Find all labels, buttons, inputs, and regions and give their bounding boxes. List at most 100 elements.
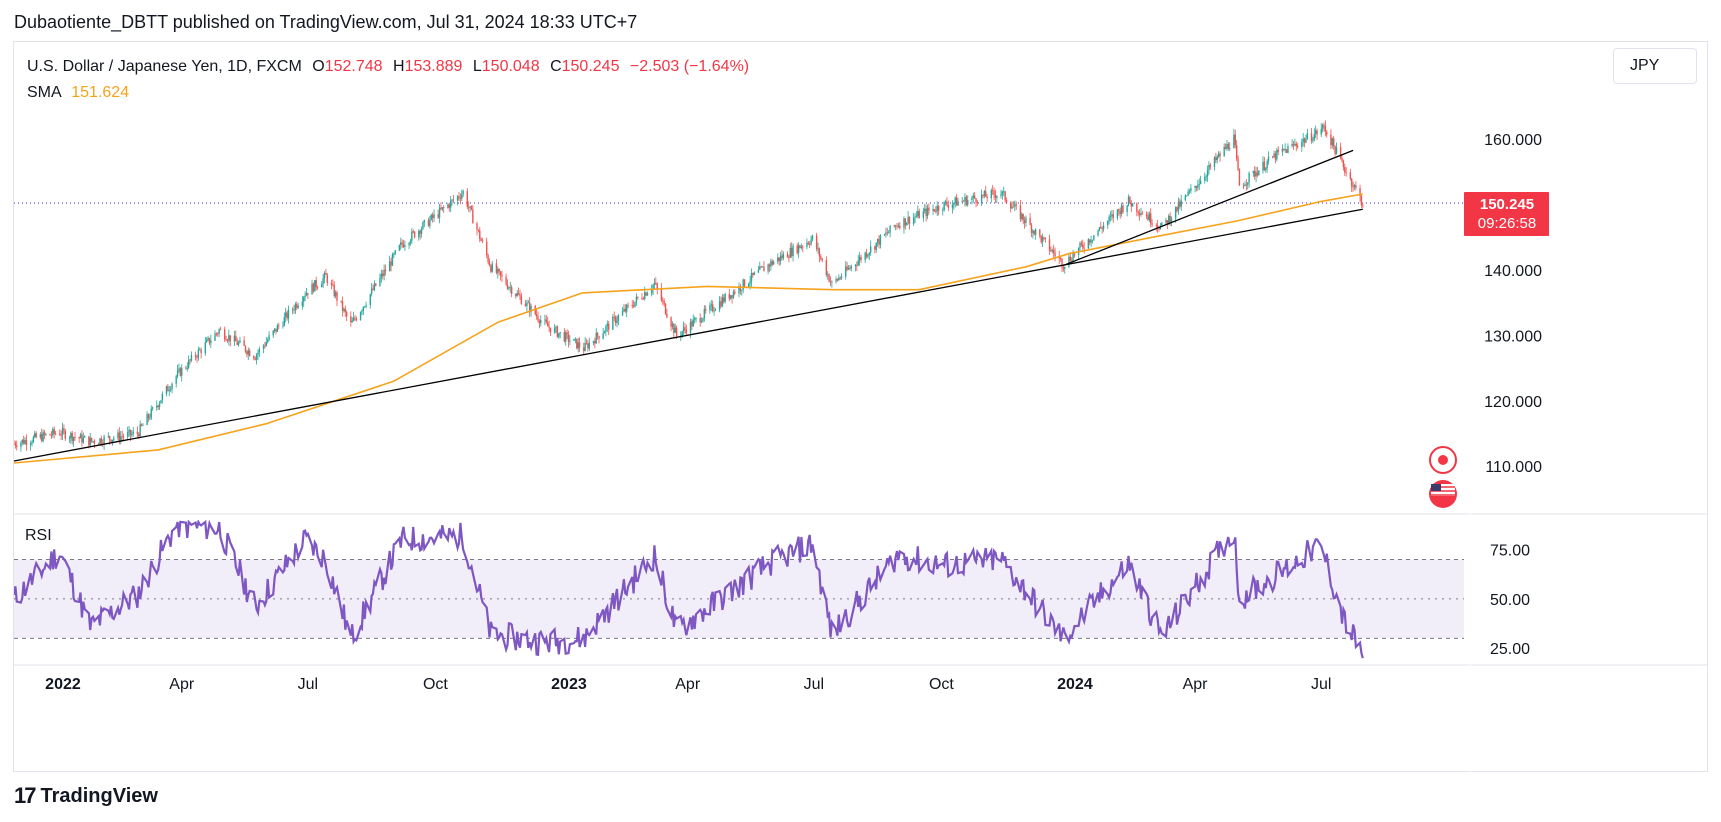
- candle-body: [393, 254, 395, 255]
- candle-body: [1334, 146, 1336, 155]
- candle-body: [53, 429, 55, 434]
- candle-body: [1010, 202, 1012, 209]
- candle-body: [605, 326, 607, 332]
- candle-body: [379, 277, 381, 286]
- candle-body: [673, 324, 675, 333]
- candle-body: [660, 288, 663, 301]
- candle-body: [1168, 215, 1170, 225]
- candle-body: [752, 272, 754, 275]
- candle-body: [994, 194, 997, 198]
- candle-body: [63, 428, 65, 431]
- candle-body: [1248, 172, 1250, 183]
- time-tick-label: Apr: [1183, 676, 1209, 693]
- candle-body: [505, 276, 507, 285]
- candle-body: [246, 351, 248, 355]
- candle-body: [926, 207, 929, 217]
- candle-body: [1101, 228, 1103, 229]
- candle-body: [14, 443, 17, 446]
- candle-body: [330, 283, 333, 285]
- candle-body: [942, 209, 944, 211]
- candle-body: [1314, 130, 1317, 135]
- candle-body: [1360, 195, 1363, 205]
- candle-body: [205, 339, 208, 343]
- candle-body: [296, 304, 298, 308]
- candle-body: [343, 308, 345, 311]
- candle-body: [632, 305, 635, 307]
- symbol-label[interactable]: U.S. Dollar / Japanese Yen, 1D, FXCM: [27, 58, 302, 75]
- candles-layer: [14, 120, 1364, 452]
- candle-body: [1059, 258, 1062, 260]
- candle-body: [93, 441, 96, 444]
- candle-body: [160, 400, 162, 404]
- candle-body: [1339, 147, 1342, 159]
- currency-button[interactable]: JPY: [1613, 48, 1697, 84]
- candle-body: [121, 436, 123, 438]
- candle-body: [947, 205, 950, 208]
- candle-body: [71, 433, 73, 442]
- time-axis[interactable]: 2022 Apr Jul Oct 2023 Apr Jul Oct 2024 Apr Jul: [45, 676, 1331, 693]
- candle-body: [854, 264, 857, 267]
- candle-body: [401, 242, 403, 245]
- sma-label[interactable]: SMA: [27, 84, 61, 101]
- candle-body: [437, 214, 439, 218]
- candle-body: [897, 225, 900, 227]
- candle-body: [732, 291, 735, 298]
- candle-body: [797, 245, 800, 253]
- candle-body: [1112, 214, 1114, 218]
- candle-body: [635, 296, 638, 302]
- candle-body: [487, 255, 489, 263]
- candle-body: [438, 207, 441, 218]
- candle-body: [64, 430, 66, 439]
- price-axis[interactable]: 160.000 140.000 130.000 120.000 110.000: [1484, 132, 1542, 476]
- candle-body: [772, 261, 775, 265]
- candle-body: [168, 390, 170, 392]
- candle-body: [244, 345, 247, 352]
- candle-body: [860, 256, 862, 260]
- candle-body: [537, 316, 539, 321]
- candle-body: [1054, 253, 1056, 257]
- candle-body: [767, 264, 769, 272]
- candle-body: [718, 301, 721, 310]
- candle-body: [510, 287, 513, 294]
- candle-body: [781, 255, 783, 259]
- candle-body: [874, 246, 876, 250]
- candle-body: [850, 266, 852, 269]
- candle-body: [1283, 148, 1285, 150]
- candle-body: [664, 303, 667, 315]
- candle-body: [419, 230, 421, 234]
- candle-body: [165, 386, 168, 395]
- candle-body: [420, 228, 423, 234]
- candle-body: [652, 284, 654, 290]
- candle-body: [1195, 186, 1198, 188]
- candle-body: [495, 263, 498, 273]
- alert-icon[interactable]: [1429, 446, 1457, 474]
- trendline-long[interactable]: [13, 208, 1363, 462]
- trendline-short[interactable]: [1063, 149, 1354, 267]
- candle-body: [50, 435, 53, 436]
- candle-body: [370, 288, 373, 295]
- time-tick-label: 2024: [1057, 676, 1093, 693]
- candle-body: [402, 244, 405, 247]
- candle-body: [656, 283, 658, 289]
- candle-body: [524, 304, 527, 307]
- candle-body: [603, 331, 606, 334]
- rsi-axis[interactable]: 75.00 50.00 25.00: [1490, 543, 1530, 659]
- candle-body: [700, 321, 703, 323]
- candle-body: [789, 248, 791, 258]
- candle-body: [294, 304, 297, 311]
- candle-body: [1093, 235, 1095, 240]
- candle-body: [149, 417, 151, 419]
- candle-body: [944, 201, 947, 203]
- candle-body: [583, 347, 585, 352]
- rsi-tick-label: 50.00: [1490, 592, 1530, 609]
- candle-body: [1041, 237, 1044, 243]
- candle-body: [140, 424, 143, 426]
- candle-body: [869, 246, 872, 253]
- candle-body: [1118, 209, 1120, 211]
- us-flag-event-icon[interactable]: [1429, 480, 1457, 508]
- candle-body: [233, 335, 236, 342]
- candle-body: [1274, 153, 1277, 160]
- candle-body: [217, 333, 219, 335]
- candle-body: [607, 323, 610, 330]
